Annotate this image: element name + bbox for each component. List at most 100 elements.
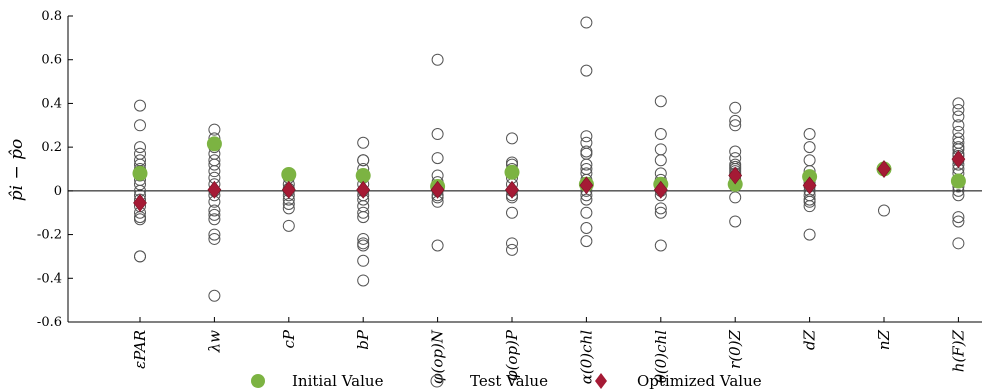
test-value-point bbox=[134, 119, 146, 132]
initial-value-point bbox=[355, 168, 371, 184]
y-tick-label: -0.6 bbox=[37, 315, 62, 330]
x-tick-label: h(F)Z bbox=[949, 329, 967, 372]
test-value-point bbox=[803, 228, 816, 241]
legend-test-label: Test Value bbox=[470, 372, 548, 390]
optimized-value-point bbox=[728, 166, 743, 185]
test-value-point bbox=[803, 200, 816, 213]
test-value-point bbox=[580, 130, 593, 143]
test-value-point bbox=[654, 202, 667, 215]
test-value-point bbox=[134, 99, 146, 112]
legend-initial-marker bbox=[251, 374, 265, 388]
test-value-point bbox=[208, 165, 221, 178]
test-value-point bbox=[654, 95, 667, 108]
legend-test-marker bbox=[430, 374, 444, 388]
optimized-value-point bbox=[951, 150, 966, 169]
test-value-point bbox=[580, 136, 593, 149]
test-value-point bbox=[357, 206, 370, 219]
test-value-point bbox=[654, 154, 667, 167]
test-value-point bbox=[208, 158, 221, 171]
test-value-point bbox=[654, 206, 667, 219]
test-value-point bbox=[208, 232, 221, 245]
test-value-point bbox=[357, 154, 370, 167]
test-value-point bbox=[208, 289, 221, 302]
test-value-point bbox=[580, 16, 593, 29]
chart-marks bbox=[132, 16, 966, 302]
axes bbox=[67, 15, 982, 323]
x-tick-label: dZ bbox=[801, 329, 819, 350]
test-value-point bbox=[952, 103, 965, 116]
test-value-point bbox=[654, 143, 667, 156]
x-tick-label: bP bbox=[354, 329, 372, 350]
x-tick-label: φ(op)P bbox=[503, 329, 521, 381]
legend-optimized-marker bbox=[595, 373, 607, 389]
test-value-point bbox=[580, 222, 593, 235]
test-value-point bbox=[208, 228, 221, 241]
test-value-point bbox=[952, 237, 965, 250]
initial-value-point bbox=[950, 173, 966, 189]
test-value-point bbox=[952, 189, 965, 202]
test-value-point bbox=[729, 119, 742, 132]
test-value-point bbox=[431, 53, 444, 66]
x-tick-label: εPAR bbox=[131, 330, 149, 369]
legend-optimized-label: Optimized Value bbox=[637, 372, 762, 390]
optimized-value-point bbox=[207, 180, 222, 199]
test-value-point bbox=[654, 239, 667, 252]
initial-value-point bbox=[132, 165, 148, 181]
initial-value-point bbox=[206, 136, 222, 152]
y-tick-label: -0.2 bbox=[37, 228, 62, 243]
test-value-point bbox=[134, 147, 146, 160]
test-value-point bbox=[134, 250, 146, 263]
test-value-point bbox=[580, 147, 593, 160]
test-value-point bbox=[134, 213, 146, 226]
test-value-point bbox=[580, 158, 593, 171]
y-tick-label: -0.4 bbox=[37, 271, 62, 286]
test-value-point bbox=[952, 211, 965, 224]
y-axis-label: p̂i − p̂o bbox=[7, 139, 27, 202]
test-value-point bbox=[134, 141, 146, 154]
test-value-point bbox=[431, 152, 444, 165]
legend: Initial Value Test Value Optimized Value bbox=[251, 372, 762, 390]
test-value-point bbox=[580, 145, 593, 158]
test-value-point bbox=[952, 97, 965, 110]
test-value-point bbox=[357, 239, 370, 252]
test-value-point bbox=[431, 239, 444, 252]
test-value-point bbox=[654, 128, 667, 141]
test-value-point bbox=[729, 101, 742, 114]
test-value-point bbox=[580, 206, 593, 219]
test-value-point bbox=[506, 237, 518, 250]
test-value-point bbox=[952, 119, 965, 132]
initial-value-point bbox=[504, 164, 520, 180]
y-tick-label: 0.2 bbox=[41, 140, 62, 155]
optimized-value-point bbox=[653, 180, 668, 199]
test-value-point bbox=[506, 206, 518, 219]
test-value-point bbox=[208, 204, 221, 217]
test-value-point bbox=[431, 128, 444, 141]
test-value-point bbox=[208, 123, 221, 136]
y-tick-label: 0.4 bbox=[41, 96, 62, 111]
x-tick-label: λw bbox=[205, 330, 223, 354]
test-value-point bbox=[878, 204, 890, 217]
legend-initial-label: Initial Value bbox=[292, 372, 384, 390]
optimized-value-point bbox=[281, 180, 296, 199]
x-tick-label: α(0)chl bbox=[577, 330, 595, 384]
test-value-point bbox=[803, 128, 816, 141]
test-value-point bbox=[357, 211, 370, 224]
test-value-point bbox=[357, 232, 370, 245]
test-value-point bbox=[729, 152, 742, 165]
optimized-value-point bbox=[802, 176, 817, 195]
y-tick-label: 0.6 bbox=[41, 53, 62, 68]
test-value-point bbox=[803, 195, 816, 208]
optimized-value-point bbox=[133, 193, 147, 212]
x-tick-label: θ(0)chl bbox=[652, 330, 670, 383]
optimized-value-point bbox=[430, 180, 445, 199]
test-value-point bbox=[208, 213, 221, 226]
test-value-point bbox=[803, 141, 816, 154]
optimized-value-point bbox=[877, 160, 891, 178]
test-value-point bbox=[729, 145, 742, 158]
test-value-point bbox=[357, 136, 370, 149]
optimized-value-point bbox=[579, 176, 594, 195]
test-value-point bbox=[952, 125, 965, 138]
test-value-point bbox=[580, 64, 593, 77]
x-tick-label: r(0)Z bbox=[726, 329, 744, 368]
